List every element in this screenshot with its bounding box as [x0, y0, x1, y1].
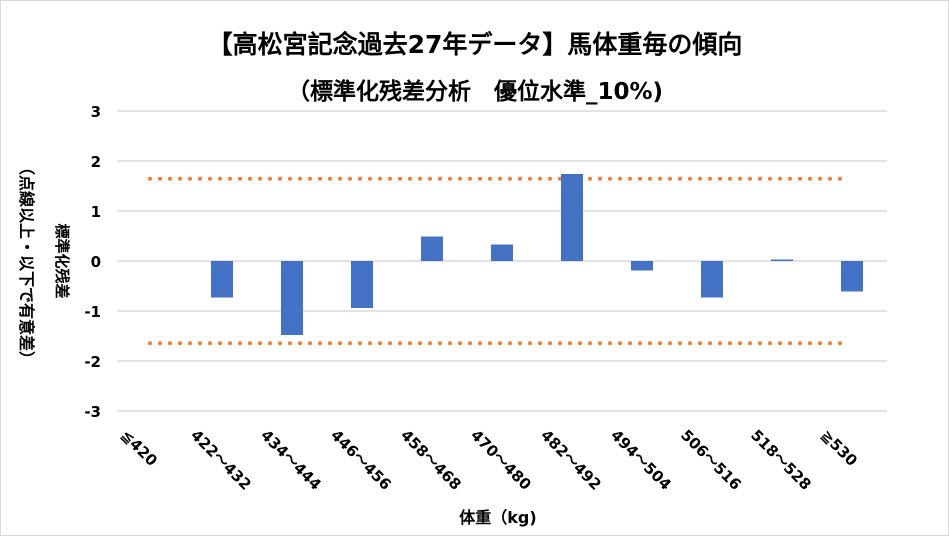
- chart-title: 【高松宮記念過去27年データ】馬体重毎の傾向: [208, 30, 743, 59]
- bar-494～504: [631, 261, 653, 271]
- bar-518～528: [771, 260, 793, 262]
- x-tick-label: 494～504: [607, 426, 675, 494]
- y-tick-label: 0: [91, 253, 101, 271]
- bar-≧530: [841, 261, 863, 292]
- x-tick-label: 446～456: [327, 426, 395, 494]
- bar-422～432: [211, 261, 233, 298]
- x-tick-label: 482～492: [537, 426, 605, 494]
- bar-506～516: [701, 261, 723, 298]
- x-tick-label: 434～444: [257, 426, 325, 494]
- bar-482～492: [561, 174, 583, 261]
- y-tick-label: 1: [91, 203, 101, 221]
- bar-470～480: [491, 245, 513, 262]
- y-tick-label: 2: [91, 153, 101, 171]
- y-axis-title: 標準化残差: [53, 223, 71, 298]
- bar-458～468: [421, 237, 443, 262]
- bar-434～444: [281, 261, 303, 335]
- chart-subtitle: （標準化残差分析 優位水準_10%): [287, 78, 663, 105]
- x-tick-label: 458～468: [397, 426, 465, 494]
- x-axis-title: 体重（kg): [459, 508, 536, 527]
- y-tick-label: -2: [84, 353, 101, 371]
- x-tick-label: ≧530: [817, 426, 861, 470]
- x-tick-label: ≦420: [117, 426, 161, 470]
- y-tick-label: -1: [84, 303, 101, 321]
- x-tick-label: 506～516: [677, 426, 745, 494]
- y-tick-label: 3: [91, 103, 101, 121]
- bar-446～456: [351, 261, 373, 308]
- y-tick-label: -3: [84, 403, 101, 421]
- x-tick-label: 518～528: [747, 426, 815, 494]
- y-axis-note: （点線以上・以下で有意差）: [17, 159, 36, 367]
- x-tick-label: 422～432: [187, 426, 255, 494]
- x-tick-label: 470～480: [467, 426, 535, 494]
